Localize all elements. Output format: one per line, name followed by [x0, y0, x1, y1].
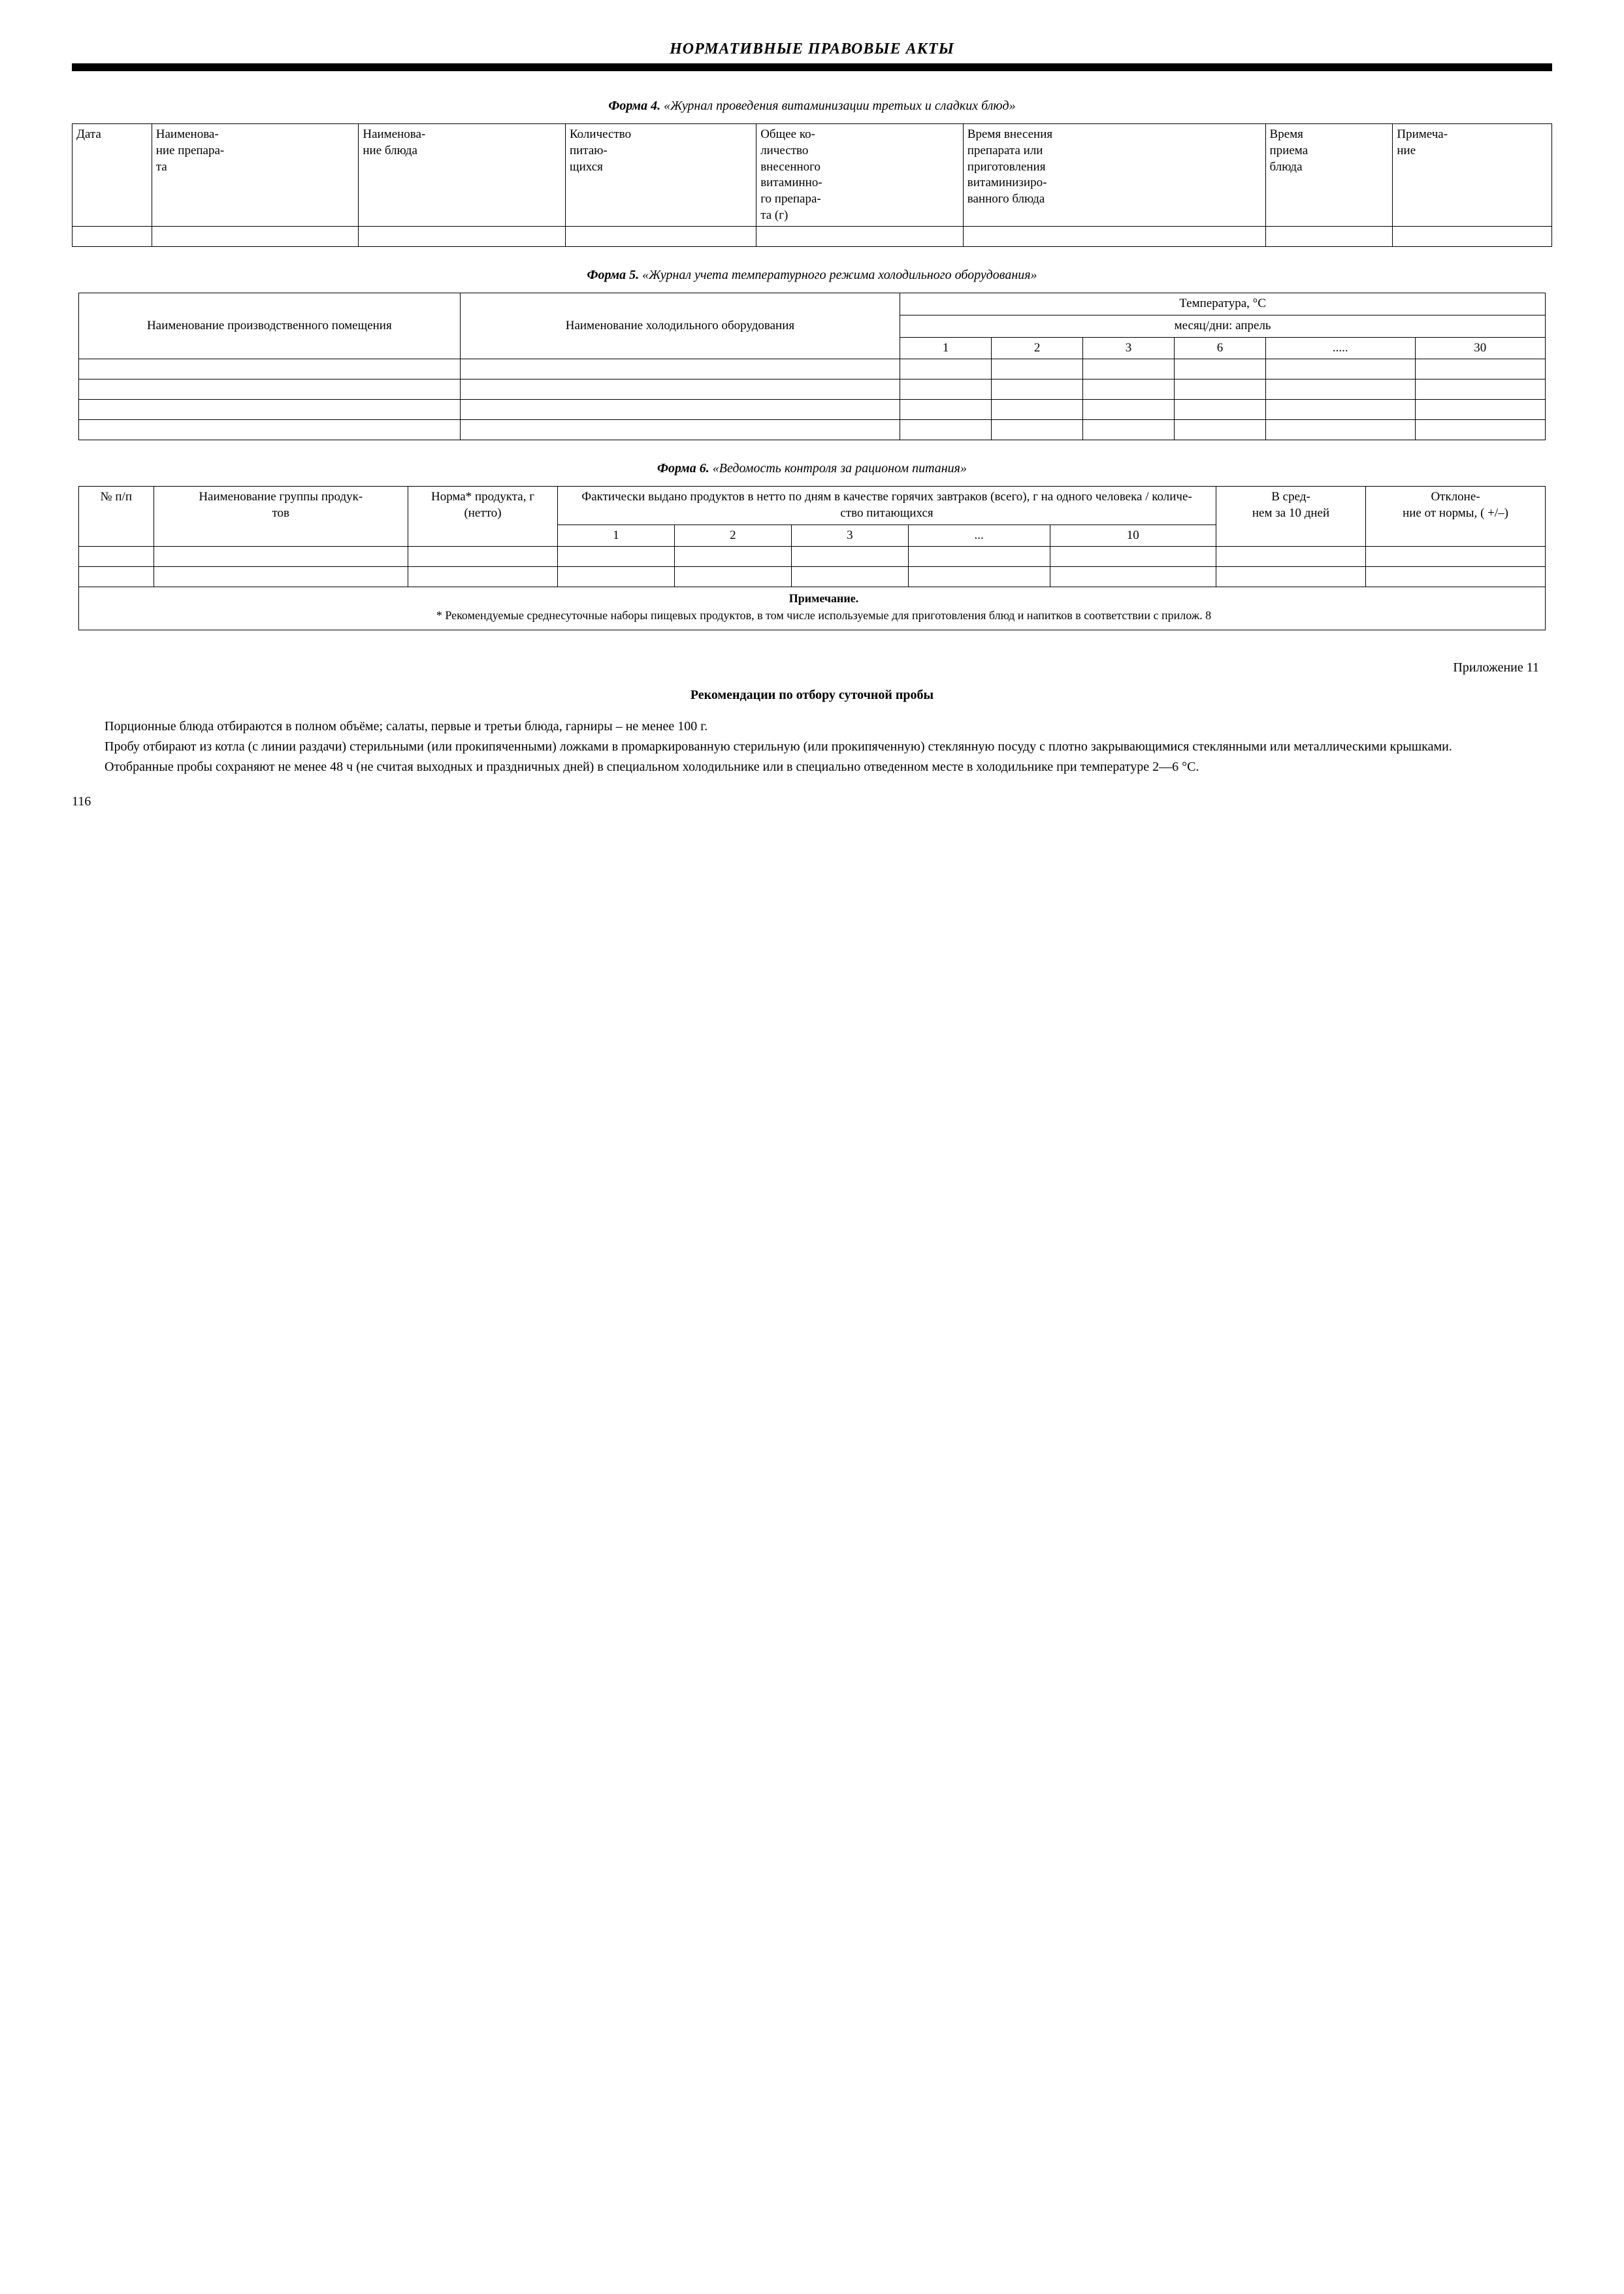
form5-caption: Форма 5. «Журнал учета температурного ре… — [72, 267, 1552, 283]
day-col: 6 — [1175, 337, 1266, 359]
form6-table: № п/п Наименование группы продук- тов Но… — [78, 486, 1546, 630]
form6-name: «Ведомость контроля за рационом питания» — [713, 461, 967, 476]
form6-caption: Форма 6. «Ведомость контроля за рационом… — [72, 460, 1552, 477]
table-row — [79, 359, 1546, 380]
table-row — [79, 420, 1546, 440]
table-header-row: Дата Наименова- ние препара- та Наименов… — [73, 124, 1552, 227]
page-number: 116 — [72, 793, 1552, 810]
table-row — [79, 400, 1546, 420]
table-row — [79, 567, 1546, 587]
table-note-row: Примечание. * Рекомендуемые среднесуточн… — [79, 587, 1546, 630]
col-average: В сред- нем за 10 дней — [1216, 487, 1365, 547]
day-col: 10 — [1050, 525, 1216, 547]
section-title: Рекомендации по отбору суточной пробы — [72, 687, 1552, 703]
paragraph: Пробу отбирают из котла (с линии раздачи… — [72, 738, 1552, 756]
day-col: 3 — [791, 525, 908, 547]
col-group: Наименование группы продук- тов — [154, 487, 408, 547]
header-rule — [72, 63, 1552, 71]
col-total-amount: Общее ко- личество внесенного витаминно-… — [756, 124, 964, 227]
col-norm: Норма* продукта, г (нетто) — [408, 487, 557, 547]
form4-table: Дата Наименова- ние препара- та Наименов… — [72, 123, 1552, 247]
paragraph: Порционные блюда отбираются в полном объ… — [72, 718, 1552, 735]
day-col: 2 — [674, 525, 791, 547]
form5-name: «Журнал учета температурного режима холо… — [642, 268, 1037, 282]
form6-label: Форма 6. — [657, 461, 709, 476]
col-deviation: Отклоне- ние от нормы, ( +/–) — [1366, 487, 1546, 547]
form4-label: Форма 4. — [608, 99, 660, 113]
page-header: НОРМАТИВНЫЕ ПРАВОВЫЕ АКТЫ — [72, 39, 1552, 59]
form5-table: Наименование производственного помещения… — [78, 293, 1546, 440]
day-col: 30 — [1415, 337, 1545, 359]
form4-caption: Форма 4. «Журнал проведения витаминизаци… — [72, 97, 1552, 114]
col-eat-time: Время приема блюда — [1265, 124, 1393, 227]
table-header-row: Наименование производственного помещения… — [79, 293, 1546, 315]
day-col: 2 — [992, 337, 1083, 359]
col-add-time: Время внесения препарата или приготовлен… — [963, 124, 1265, 227]
col-fact: Фактически выдано продуктов в нетто по д… — [558, 487, 1216, 525]
col-temperature: Температура, °С — [900, 293, 1546, 315]
form5-label: Форма 5. — [587, 268, 639, 282]
day-col: ..... — [1265, 337, 1415, 359]
appendix-label: Приложение 11 — [72, 659, 1539, 676]
table-row — [73, 227, 1552, 247]
day-col: 1 — [558, 525, 675, 547]
col-note: Примеча- ние — [1393, 124, 1552, 227]
col-equipment: Наименование холодильного оборудования — [460, 293, 900, 359]
table-header-row: № п/п Наименование группы продук- тов Но… — [79, 487, 1546, 525]
col-dish-name: Наименова- ние блюда — [359, 124, 566, 227]
col-month: месяц/дни: апрель — [900, 315, 1546, 338]
body-text: Порционные блюда отбираются в полном объ… — [72, 718, 1552, 776]
col-eaters: Количество питаю- щихся — [565, 124, 756, 227]
col-drug-name: Наименова- ние препара- та — [152, 124, 359, 227]
table-row — [79, 380, 1546, 400]
note-text: * Рекомендуемые среднесуточные наборы пи… — [86, 608, 1538, 623]
day-col: ... — [908, 525, 1050, 547]
day-col: 3 — [1083, 337, 1175, 359]
note-title: Примечание. — [86, 591, 1538, 606]
col-number: № п/п — [79, 487, 154, 547]
day-col: 1 — [900, 337, 992, 359]
col-room: Наименование производственного помещения — [79, 293, 461, 359]
table-row — [79, 547, 1546, 567]
col-date: Дата — [73, 124, 152, 227]
paragraph: Отобранные пробы сохраняют не менее 48 ч… — [72, 758, 1552, 776]
form4-name: «Журнал проведения витаминизации третьих… — [664, 99, 1016, 113]
